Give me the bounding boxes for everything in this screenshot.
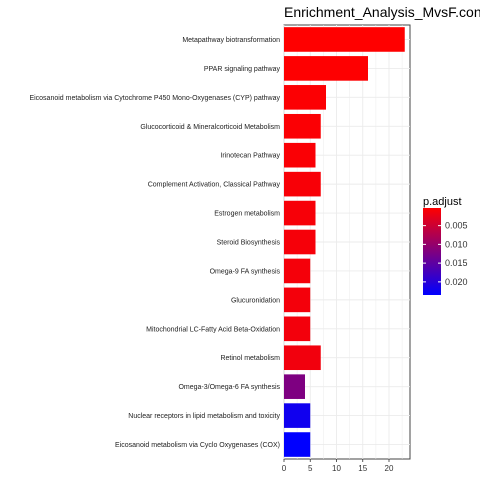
- bar: [284, 403, 311, 428]
- bar: [284, 258, 311, 284]
- bar: [284, 432, 311, 457]
- legend-tick-label: 0.020: [445, 277, 468, 287]
- category-labels: Metapathway biotransformation PPAR signal…: [29, 37, 280, 449]
- category-label: Glucuronidation: [231, 297, 280, 304]
- legend-title: p.adjust: [423, 196, 462, 208]
- x-tick-label: 0: [282, 464, 287, 473]
- x-tick-label: 20: [385, 464, 394, 473]
- category-label: Eicosanoid metabolism via Cytochrome P45…: [29, 95, 280, 102]
- category-label: PPAR signaling pathway: [204, 66, 281, 73]
- category-label: Mitochondrial LC-Fatty Acid Beta-Oxidati…: [146, 326, 280, 333]
- x-tick-label: 5: [308, 464, 313, 473]
- legend-colorbar: [423, 208, 441, 295]
- bar: [284, 229, 316, 255]
- bar: [284, 171, 321, 197]
- bars: [284, 27, 405, 457]
- category-label: Eicosanoid metabolism via Cyclo Oxygenas…: [115, 442, 280, 449]
- chart-title: Enrichment_Analysis_MvsF.con_l: [284, 4, 480, 20]
- category-label: Steroid Biosynthesis: [217, 240, 281, 247]
- bar: [284, 85, 326, 110]
- category-label: Glucocorticoid & Mineralcorticoid Metabo…: [140, 124, 280, 131]
- category-label: Irinotecan Pathway: [220, 153, 280, 160]
- bar: [284, 316, 311, 342]
- bar: [284, 200, 316, 226]
- x-tick-label: 15: [358, 464, 367, 473]
- legend-tick-label: 0.005: [445, 221, 468, 231]
- bar: [284, 345, 321, 371]
- legend-tick-label: 0.015: [445, 258, 468, 268]
- x-tick-label: 10: [332, 464, 341, 473]
- bar: [284, 142, 316, 168]
- category-label: Omega-3/Omega-6 FA synthesis: [178, 384, 280, 391]
- bar: [284, 374, 305, 399]
- category-label: Complement Activation, Classical Pathway: [148, 182, 281, 189]
- category-label: Estrogen metabolism: [214, 211, 280, 218]
- bar: [284, 113, 321, 139]
- bar: [284, 287, 311, 313]
- category-label: Retinol metabolism: [220, 355, 280, 362]
- legend: p.adjust 0.005 0.010 0.015 0.020: [423, 196, 468, 295]
- category-label: Nuclear receptors in lipid metabolism an…: [128, 413, 280, 420]
- category-label: Omega-9 FA synthesis: [210, 268, 281, 275]
- bar: [284, 27, 405, 52]
- category-label: Metapathway biotransformation: [182, 37, 280, 44]
- legend-tick-label: 0.010: [445, 239, 468, 249]
- x-axis-ticks: 0 5 10 15 20: [282, 459, 394, 473]
- bar: [284, 56, 368, 81]
